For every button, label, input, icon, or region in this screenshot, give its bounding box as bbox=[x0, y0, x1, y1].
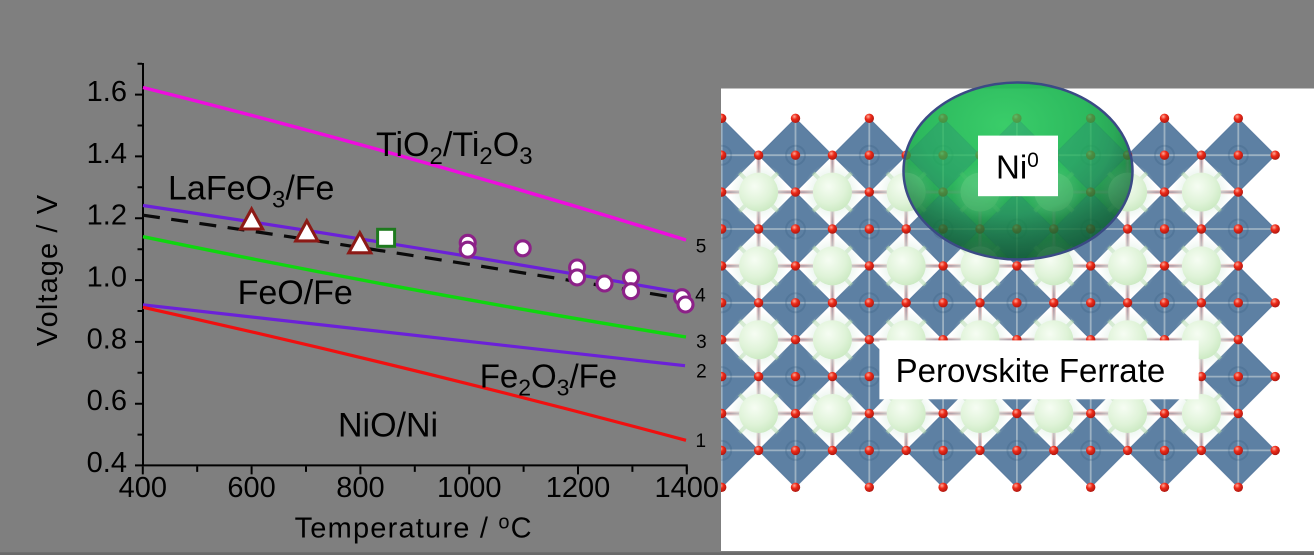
svg-text:1400: 1400 bbox=[655, 472, 720, 504]
svg-text:0.8: 0.8 bbox=[87, 323, 127, 355]
svg-text:1200: 1200 bbox=[546, 472, 611, 504]
svg-text:3: 3 bbox=[696, 332, 707, 353]
svg-text:TiO2/Ti2O3: TiO2/Ti2O3 bbox=[376, 126, 533, 170]
svg-text:1000: 1000 bbox=[437, 472, 502, 504]
svg-text:1.6: 1.6 bbox=[87, 76, 127, 108]
svg-text:5: 5 bbox=[696, 236, 707, 257]
svg-text:NiO/Ni: NiO/Ni bbox=[338, 406, 438, 444]
svg-text:0.6: 0.6 bbox=[87, 385, 127, 417]
svg-text:FeO/Fe: FeO/Fe bbox=[238, 274, 353, 312]
svg-text:LaFeO3/Fe: LaFeO3/Fe bbox=[168, 170, 334, 214]
svg-text:1.0: 1.0 bbox=[87, 262, 127, 294]
svg-text:800: 800 bbox=[336, 472, 384, 504]
svg-text:2: 2 bbox=[696, 361, 707, 382]
svg-text:Voltage / V: Voltage / V bbox=[32, 194, 64, 346]
svg-text:1.4: 1.4 bbox=[87, 138, 127, 170]
svg-text:1.2: 1.2 bbox=[87, 200, 127, 232]
svg-text:400: 400 bbox=[119, 472, 167, 504]
svg-text:Fe2O3/Fe: Fe2O3/Fe bbox=[480, 358, 617, 401]
svg-text:1: 1 bbox=[696, 431, 707, 452]
svg-text:600: 600 bbox=[227, 472, 275, 504]
svg-text:Temperature / oC: Temperature / oC bbox=[295, 512, 533, 545]
svg-text:Perovskite Ferrate: Perovskite Ferrate bbox=[896, 352, 1166, 389]
svg-text:4: 4 bbox=[695, 286, 706, 307]
svg-text:0.4: 0.4 bbox=[87, 447, 127, 479]
